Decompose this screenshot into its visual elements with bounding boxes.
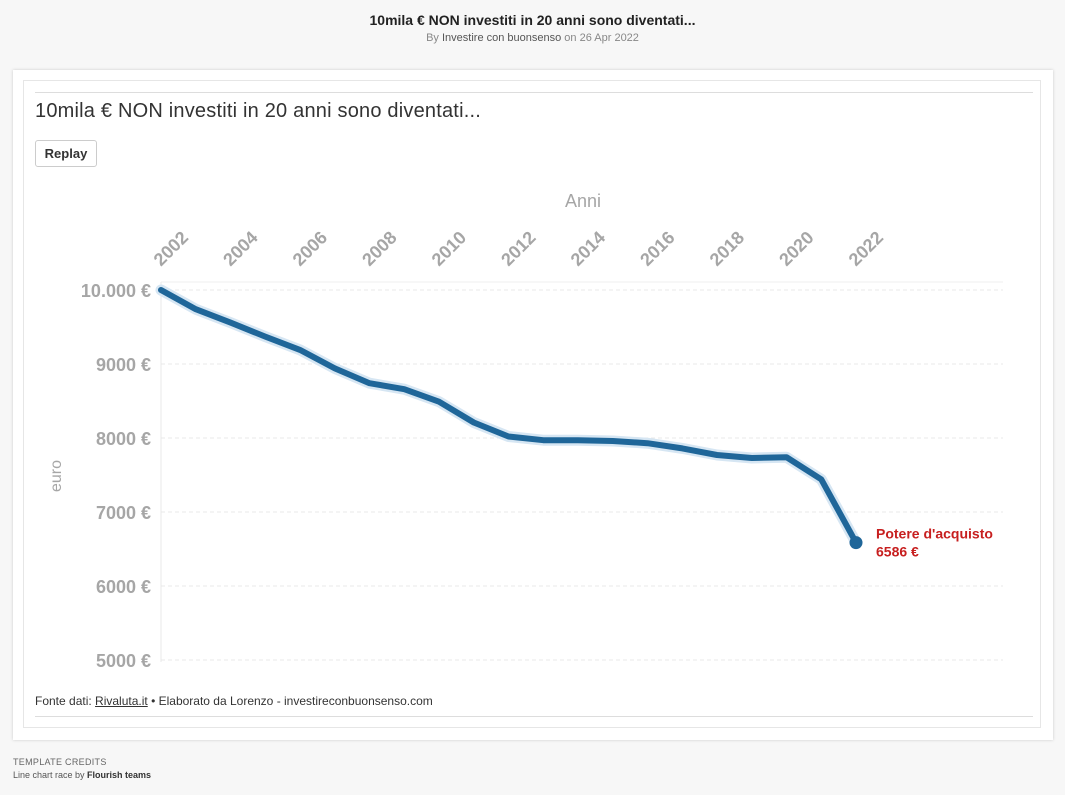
y-tick-labels: 10.000 € 9000 € 8000 € 7000 € 6000 € 5000 €	[81, 281, 151, 671]
x-tick-labels: 2002 2004 2006 2008 2010 2012 2014 2016 2018 2020…	[150, 227, 887, 269]
y-tick-label: 8000 €	[96, 429, 151, 449]
byline-by: By	[426, 32, 439, 44]
x-tick-label: 2004	[219, 227, 261, 269]
y-tick-label: 9000 €	[96, 355, 151, 375]
credits-heading: Template credits	[13, 757, 107, 767]
chart-card-inner	[23, 80, 1041, 728]
byline: By Investire con buonsenso on 26 Apr 202…	[0, 32, 1065, 44]
x-tick-label: 2006	[289, 227, 331, 269]
replay-button[interactable]: Replay	[35, 140, 97, 167]
publish-date: on 26 Apr 2022	[564, 32, 639, 44]
line-chart: Anni euro 2002 2004 2006 2008 2010 2012 2014 20…	[48, 191, 1003, 671]
y-axis-title: euro	[48, 460, 65, 492]
y-tick-label: 5000 €	[96, 651, 151, 671]
author-name[interactable]: Investire con buonsenso	[441, 32, 562, 44]
credits-team[interactable]: Flourish teams	[87, 770, 152, 780]
credits-prefix: Line chart race by	[13, 770, 88, 780]
x-tick-label: 2010	[428, 227, 470, 269]
source-note: Fonte dati: Rivaluta.it • Elaborato da L…	[35, 694, 433, 708]
y-tick-label: 6000 €	[96, 577, 151, 597]
x-tick-label: 2020	[775, 227, 817, 269]
page-title: 10mila € NON investiti in 20 anni sono d…	[369, 12, 696, 28]
series-layer	[155, 284, 863, 550]
grid-lines	[160, 281, 1003, 662]
source-link[interactable]: Rivaluta.it	[95, 694, 148, 708]
chart-title: 10mila € NON investiti in 20 anni sono d…	[35, 100, 481, 122]
annotation-layer: Potere d'acquisto 6586 €	[876, 526, 993, 560]
x-axis-title: Anni	[565, 191, 601, 211]
series-end-point	[849, 536, 863, 550]
x-tick-label: 2014	[567, 227, 609, 269]
x-tick-label: 2002	[150, 227, 192, 269]
divider-top	[35, 92, 1033, 93]
y-tick-label: 10.000 €	[81, 281, 151, 301]
x-tick-label: 2018	[706, 227, 748, 269]
y-tick-label: 7000 €	[96, 503, 151, 523]
end-annotation-label: Potere d'acquisto	[876, 526, 993, 542]
divider-bottom	[35, 716, 1033, 717]
template-credits: Template credits Line chart race by Flou…	[13, 756, 151, 782]
source-suffix: • Elaborato da Lorenzo - investireconbuo…	[147, 694, 433, 708]
chart-card: 10mila € NON investiti in 20 anni sono d…	[13, 70, 1053, 740]
source-prefix: Fonte dati:	[35, 694, 96, 708]
end-annotation-value: 6586 €	[876, 544, 919, 560]
series-line-halo	[155, 284, 862, 549]
credits-line: Line chart race by Flourish teams	[13, 769, 151, 782]
series-line	[158, 287, 859, 546]
x-tick-label: 2012	[497, 227, 539, 269]
page-header: 10mila € NON investiti in 20 anni sono d…	[0, 12, 1065, 44]
x-tick-label: 2008	[358, 227, 400, 269]
x-tick-label: 2016	[636, 227, 678, 269]
x-tick-label: 2022	[845, 227, 887, 269]
